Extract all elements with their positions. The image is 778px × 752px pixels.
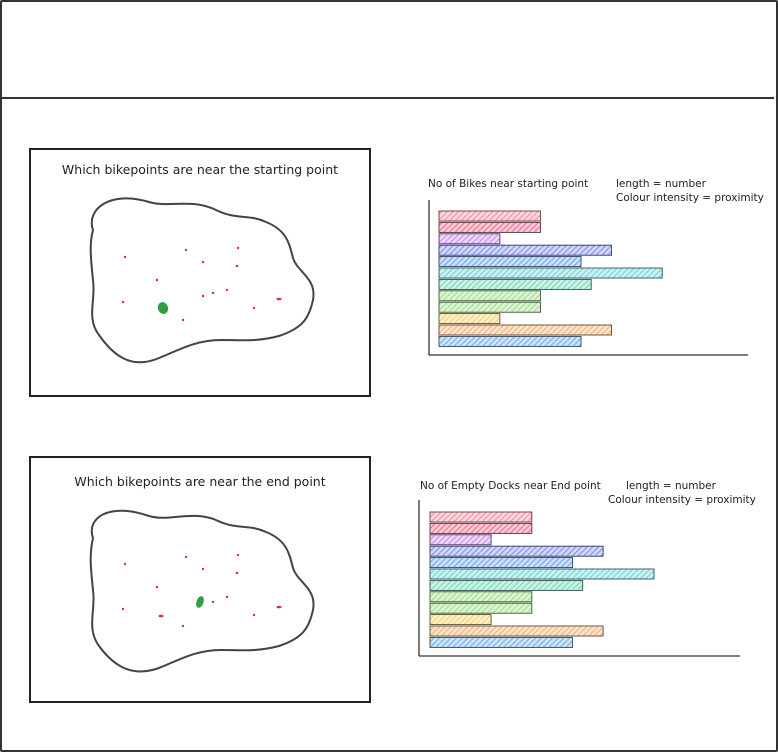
end-bikepoints [121, 553, 282, 628]
bikepoint-marker [201, 260, 205, 264]
bar [438, 221, 541, 233]
bikepoint-marker [252, 613, 256, 617]
bar [438, 233, 501, 245]
bikepoint-marker [121, 607, 125, 611]
starting-point-marker [157, 302, 169, 314]
start-bikepoints [121, 246, 282, 322]
end-chart: No of Empty Docks near End point length … [412, 478, 762, 663]
bikepoint-marker [236, 553, 240, 557]
bar-outline [429, 602, 533, 614]
bar-outline [438, 267, 663, 279]
bikepoint-marker [225, 595, 229, 599]
bar [429, 568, 655, 580]
end-legend-length: length = number [626, 480, 716, 492]
bikepoint-marker [123, 562, 127, 566]
bikepoint-marker [181, 318, 185, 322]
bikepoint-marker [123, 255, 127, 259]
bar-outline [438, 290, 541, 302]
bar-outline [429, 580, 584, 591]
start-chart-title: No of Bikes near starting point [428, 178, 589, 190]
bikepoint-marker [252, 306, 256, 310]
bar [429, 557, 574, 569]
start-chart: No of Bikes near starting point length =… [420, 176, 764, 361]
end-legend-colour: Colour intensity = proximity [608, 494, 756, 506]
bar [438, 324, 612, 336]
bar-outline [429, 511, 533, 523]
bar [438, 244, 612, 256]
bar-outline [429, 614, 492, 625]
bikepoint-marker [225, 288, 229, 292]
header-bar [0, 0, 774, 99]
bar [429, 636, 574, 648]
bar-outline [429, 545, 604, 557]
bar [429, 511, 533, 523]
start-legend-colour: Colour intensity = proximity [616, 192, 764, 204]
bar-outline [438, 210, 541, 222]
start-chart-plot [428, 200, 748, 356]
bikepoint-marker [201, 294, 205, 298]
bikepoint-marker [201, 567, 205, 571]
bikepoint-marker [235, 571, 239, 575]
bar [438, 267, 663, 279]
bar [438, 301, 541, 313]
bikepoint-marker [236, 246, 240, 250]
bar [438, 313, 501, 325]
bar-outline [429, 523, 533, 534]
bar [429, 602, 533, 614]
bikepoint-marker [184, 555, 188, 559]
bar-outline [438, 301, 541, 313]
bikepoint-marker [211, 291, 215, 295]
end-map [89, 509, 315, 673]
bar-outline [438, 222, 541, 233]
start-map-title: Which bikepoints are near the starting p… [61, 162, 339, 177]
end-point-marker [196, 596, 204, 608]
bar [429, 591, 533, 603]
end-chart-plot [418, 500, 740, 657]
bar [429, 545, 604, 557]
bar [429, 534, 492, 546]
bar-outline [429, 534, 492, 546]
bikepoint-marker [276, 605, 282, 609]
bar [438, 256, 582, 268]
start-map-panel: Which bikepoints are near the starting p… [29, 148, 371, 397]
bikepoint-marker [155, 278, 159, 282]
end-map-title: Which bikepoints are near the end point [74, 474, 326, 489]
end-chart-title: No of Empty Docks near End point [420, 480, 601, 492]
bar-outline [429, 568, 655, 580]
bar-outline [438, 324, 612, 336]
bikepoint-marker [155, 585, 159, 589]
bar-outline [429, 557, 573, 568]
bar-outline [438, 233, 501, 245]
end-map-panel: Which bikepoints are near the end point [29, 456, 371, 703]
bikepoint-marker [211, 600, 215, 604]
bar-outline [438, 256, 582, 267]
bar-outline [438, 279, 592, 290]
bar-outline [429, 637, 573, 648]
bar-outline [429, 591, 533, 603]
bikepoint-marker [276, 297, 282, 301]
bar [438, 335, 582, 347]
bar-outline [438, 336, 582, 347]
bar-outline [429, 625, 604, 637]
start-legend-length: length = number [616, 178, 706, 190]
bar [438, 290, 541, 302]
bar-outline [438, 313, 501, 324]
bar [429, 522, 533, 534]
end-map-boundary [89, 509, 315, 673]
bikepoint-marker [184, 248, 188, 252]
start-map [89, 197, 315, 364]
bar [429, 614, 492, 626]
bar [438, 278, 592, 290]
bikepoint-marker [181, 624, 185, 628]
bar [429, 625, 604, 637]
start-map-boundary [89, 197, 315, 364]
bar-outline [438, 244, 612, 256]
bar [429, 579, 584, 591]
bikepoint-marker [121, 300, 125, 304]
bikepoint-marker [158, 614, 164, 618]
bikepoint-marker [235, 264, 239, 268]
bar [438, 210, 541, 222]
